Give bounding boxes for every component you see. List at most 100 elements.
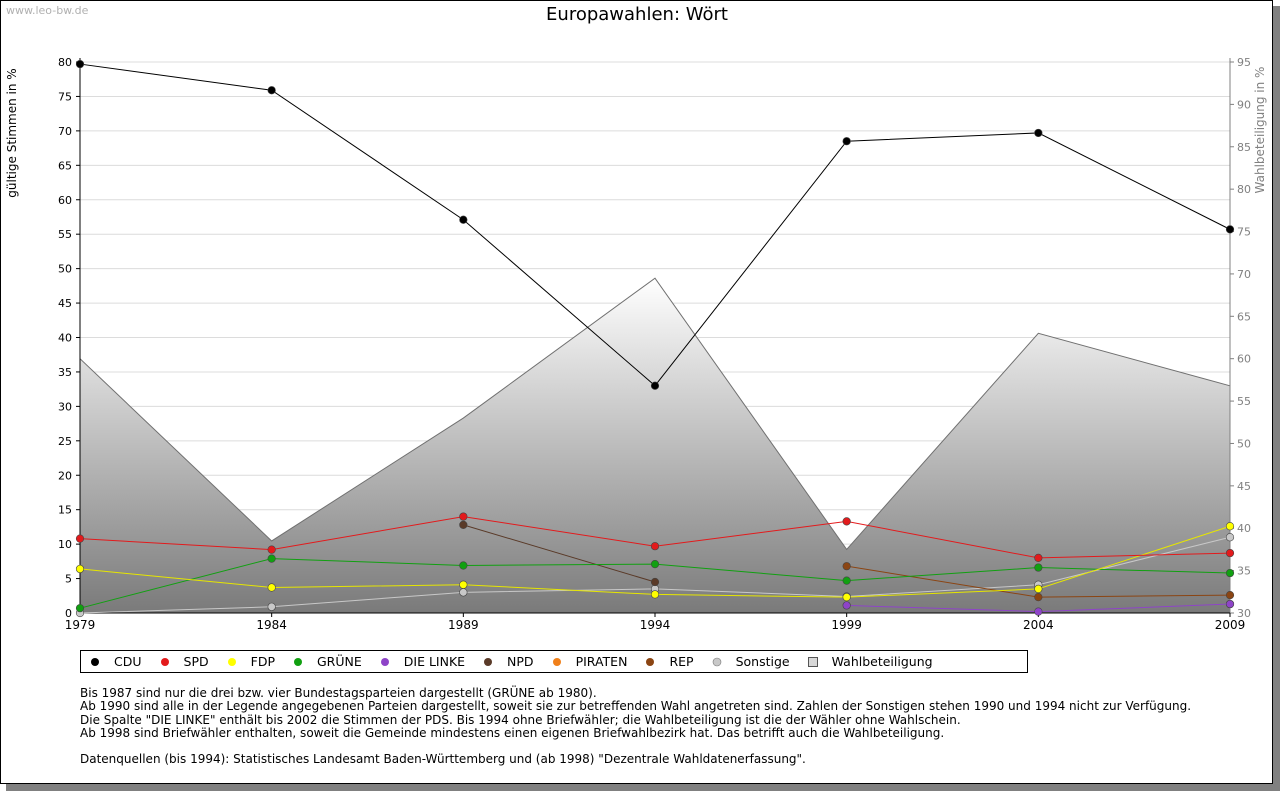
y-tick-label-right: 70 xyxy=(1237,268,1251,281)
y-tick-label-right: 65 xyxy=(1237,310,1251,323)
legend-marker-die-linke xyxy=(380,657,389,666)
x-tick-label: 1984 xyxy=(256,618,287,632)
legend-label-wahlbeteiligung: Wahlbeteiligung xyxy=(831,654,933,669)
legend-marker-wahlbeteiligung xyxy=(807,656,818,667)
frame-shadow-right xyxy=(1273,6,1280,791)
point-fdp xyxy=(459,580,468,589)
y-tick-label-left: 40 xyxy=(58,332,72,345)
point-fdp xyxy=(842,593,851,602)
y-tick-label-left: 50 xyxy=(58,263,72,276)
note-line: Ab 1998 sind Briefwähler enthalten, sowe… xyxy=(80,725,945,740)
chart-area: Europawahlen: Wört gültige Stimmen in % … xyxy=(5,4,1267,632)
legend-item-fdp: FDP xyxy=(227,654,275,669)
note-line: Bis 1987 sind nur die drei bzw. vier Bun… xyxy=(80,686,597,700)
y-tick-label-left: 5 xyxy=(65,573,72,586)
x-tick-label: 2009 xyxy=(1215,618,1246,632)
point-gruene xyxy=(459,561,468,570)
legend-item-spd: SPD xyxy=(160,654,209,669)
legend-marker-npd xyxy=(484,657,493,666)
point-fdp xyxy=(1225,522,1235,531)
y-tick-label-right: 35 xyxy=(1237,565,1251,578)
y-tick-label-left: 0 xyxy=(65,607,72,620)
legend-label-cdu: CDU xyxy=(114,654,142,669)
legend-marker-cdu xyxy=(91,657,99,666)
legend-label-spd: SPD xyxy=(183,654,209,669)
y-tick-label-right: 80 xyxy=(1237,183,1251,196)
point-fdp xyxy=(1034,584,1043,593)
point-gruene xyxy=(650,559,660,569)
y-axis-label-right: Wahlbeteiligung in % xyxy=(1253,67,1267,194)
point-npd xyxy=(459,520,468,529)
point-spd xyxy=(842,517,851,526)
point-die-linke xyxy=(842,601,851,610)
y-tick-label-right: 95 xyxy=(1237,56,1251,69)
point-die-linke xyxy=(1225,599,1235,609)
legend-item-rep: REP xyxy=(645,654,694,669)
y-tick-label-left: 80 xyxy=(58,56,72,69)
point-spd xyxy=(267,545,276,554)
y-tick-label-left: 45 xyxy=(58,297,72,310)
point-fdp xyxy=(75,564,85,574)
legend: CDU SPD FDP GRÜNE DIE LINKE NPD PIRATEN … xyxy=(80,650,1028,673)
legend-item-piraten: PIRATEN xyxy=(552,654,628,669)
point-cdu xyxy=(75,59,85,69)
y-tick-label-left: 25 xyxy=(58,435,72,448)
y-tick-label-left: 75 xyxy=(58,90,72,103)
y-tick-label-right: 30 xyxy=(1237,607,1251,620)
legend-label-fdp: FDP xyxy=(250,654,275,669)
legend-item-npd: NPD xyxy=(483,654,534,669)
y-tick-label-right: 45 xyxy=(1237,480,1251,493)
y-tick-label-left: 15 xyxy=(58,504,72,517)
legend-label-npd: NPD xyxy=(507,654,534,669)
y-tick-label-right: 85 xyxy=(1237,141,1251,154)
turnout-line xyxy=(79,277,1231,551)
legend-marker-gruene xyxy=(293,657,302,666)
point-gruene xyxy=(1225,568,1235,578)
point-fdp xyxy=(650,590,660,599)
y-tick-label-left: 10 xyxy=(58,538,72,551)
series-line-npd xyxy=(463,524,656,583)
point-cdu xyxy=(1225,225,1235,234)
point-gruene xyxy=(842,576,851,585)
chart-title: Europawahlen: Wört xyxy=(546,4,728,25)
y-tick-label-left: 30 xyxy=(58,400,72,413)
point-sonstige xyxy=(1225,533,1235,542)
point-rep xyxy=(1034,593,1043,602)
watermark: www.leo-bw.de xyxy=(6,4,89,17)
x-tick-label: 1979 xyxy=(65,618,96,632)
point-fdp xyxy=(267,583,276,592)
legend-item-wahlbeteiligung: Wahlbeteiligung xyxy=(807,654,933,669)
turnout-area-layer xyxy=(79,277,1231,613)
legend-marker-sonstige xyxy=(712,657,721,666)
y-tick-label-right: 55 xyxy=(1237,395,1251,408)
point-spd xyxy=(75,534,85,543)
point-gruene xyxy=(1034,563,1043,572)
legend-label-gruene: GRÜNE xyxy=(316,654,362,669)
notes: Bis 1987 sind nur die drei bzw. vier Bun… xyxy=(80,686,1191,766)
point-die-linke xyxy=(1034,607,1043,616)
x-tick-label: 2004 xyxy=(1023,618,1054,632)
legend-label-die-linke: DIE LINKE xyxy=(403,654,466,669)
legend-item-gruene: GRÜNE xyxy=(293,654,362,669)
point-cdu xyxy=(267,86,276,95)
point-gruene xyxy=(267,554,276,563)
y-tick-label-left: 35 xyxy=(58,366,72,379)
point-sonstige xyxy=(267,602,276,611)
point-cdu xyxy=(1034,128,1043,138)
legend-label-piraten: PIRATEN xyxy=(575,654,628,669)
y-tick-label-left: 60 xyxy=(58,194,72,207)
point-cdu xyxy=(650,381,660,390)
legend-item-sonstige: Sonstige xyxy=(712,654,790,669)
y-axis-label-left: gültige Stimmen in % xyxy=(5,68,19,197)
note-line: Die Spalte "DIE LINKE" enthält bis 2002 … xyxy=(80,712,961,727)
point-gruene xyxy=(75,604,85,613)
axes: 0 5 10 15 20 25 30 35 40 45 50 55 60 65 70 75 80 30 35 40 45… xyxy=(58,56,1251,632)
legend-label-sonstige: Sonstige xyxy=(735,654,790,669)
y-tick-label-right: 90 xyxy=(1237,98,1251,111)
x-tick-label: 1994 xyxy=(640,618,671,632)
legend-label-rep: REP xyxy=(669,654,694,669)
point-cdu xyxy=(459,215,468,224)
y-tick-label-right: 60 xyxy=(1237,353,1251,366)
point-npd xyxy=(650,577,660,587)
point-spd xyxy=(650,542,660,551)
